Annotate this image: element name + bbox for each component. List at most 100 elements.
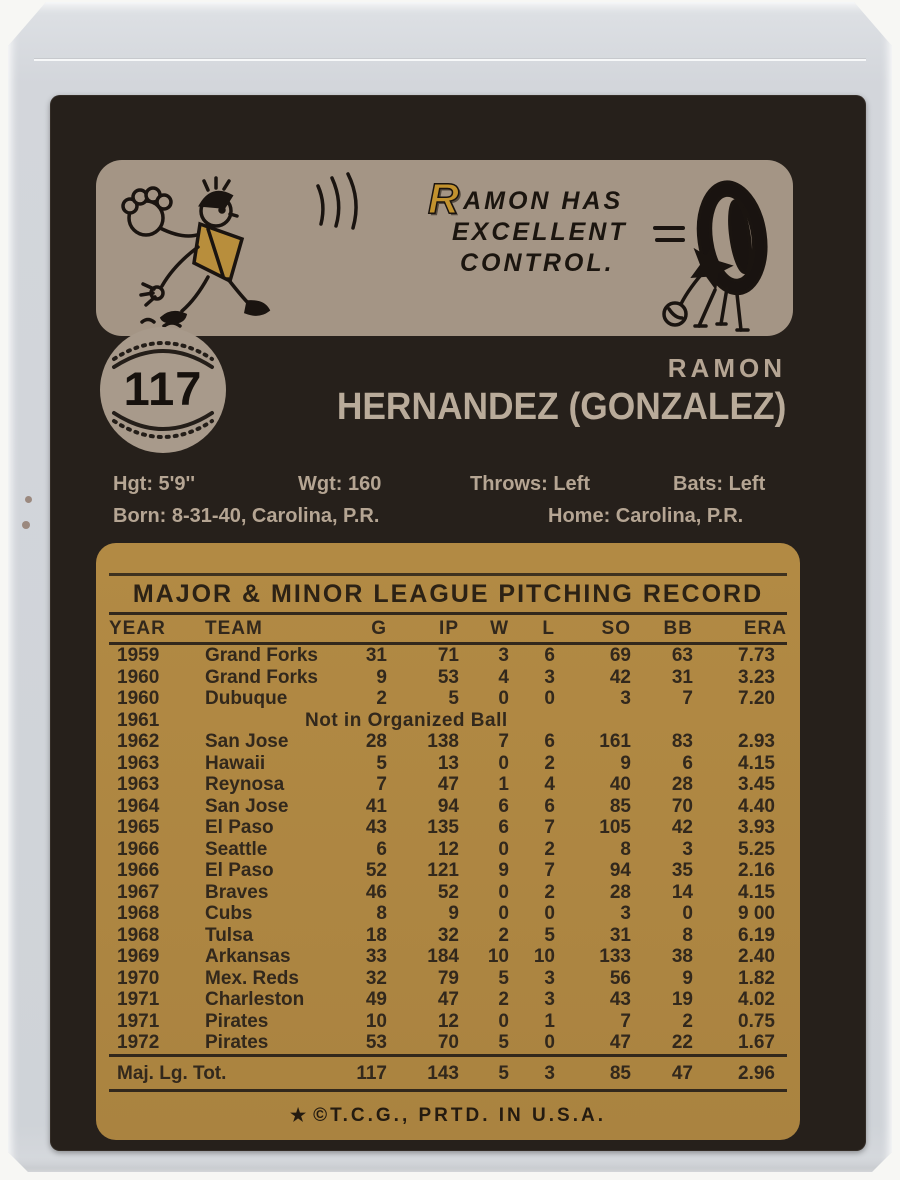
stat-cell: 1963 <box>117 752 160 774</box>
stat-cell: 2 <box>544 838 555 860</box>
stat-cell: 3 <box>620 903 631 924</box>
stat-cell: 3.93 <box>738 817 775 838</box>
player-bio: Hgt: 5'9'' Wgt: 160 Throws: Left Bats: L… <box>50 95 866 1151</box>
stat-cell: Grand Forks <box>205 666 318 688</box>
stat-cell: 4 <box>498 666 509 688</box>
stat-cell: 10 <box>487 946 509 967</box>
stats-panel: MAJOR & MINOR LEAGUE PITCHING RECORD YEA… <box>96 543 800 1140</box>
stat-cell: 79 <box>437 967 459 989</box>
stat-cell: 1959 <box>117 645 160 666</box>
stat-cell: 4.02 <box>738 989 775 1010</box>
bio-wgt: Wgt: 160 <box>298 473 382 495</box>
stat-cell: 1971 <box>117 1010 160 1032</box>
stat-row: 1968 Cubs 8 9 0 0 3 0 9 00 <box>109 903 787 925</box>
stats-col-so: SO <box>555 614 631 644</box>
stat-cell: 1969 <box>117 946 160 967</box>
stat-cell: 40 <box>609 774 631 795</box>
stat-cell: 5 <box>498 967 509 989</box>
stat-cell: 2 <box>682 1010 693 1032</box>
stat-cell: 41 <box>365 795 387 817</box>
stat-cell: 7 <box>620 1010 631 1032</box>
player-last-name: HERNANDEZ (GONZALEZ) <box>336 386 786 428</box>
stat-cell: 105 <box>599 817 631 838</box>
stat-cell: 94 <box>609 860 631 881</box>
stat-cell: 7.20 <box>738 688 775 709</box>
stat-cell: 53 <box>437 666 459 688</box>
stat-cell: 47 <box>609 1032 631 1053</box>
stat-cell: 0 <box>498 1010 509 1032</box>
trading-card: R AMON HAS EXCELLENT CONTROL. <box>50 95 866 1151</box>
stat-cell: 184 <box>427 946 459 967</box>
stat-cell: El Paso <box>205 860 274 881</box>
stat-row: 1965 El Paso 43 135 6 7 105 42 3.93 <box>109 817 787 839</box>
stat-cell: 3 <box>620 688 631 709</box>
total-cell: 47 <box>631 1055 693 1091</box>
stat-cell: 28 <box>609 881 631 903</box>
card-number-baseball: 117 <box>100 327 226 453</box>
stat-cell: 46 <box>365 881 387 903</box>
stat-cell: 63 <box>671 645 693 666</box>
stat-row: 1966 El Paso 52 121 9 7 94 35 2.16 <box>109 860 787 882</box>
stat-cell: 4.15 <box>738 881 775 903</box>
stat-cell: 1.82 <box>738 967 775 989</box>
stat-cell: 19 <box>671 989 693 1010</box>
stat-cell: 6 <box>376 838 387 860</box>
stat-cell: 3 <box>682 838 693 860</box>
stat-cell: San Jose <box>205 795 289 817</box>
stat-cell: Pirates <box>205 1032 269 1053</box>
stat-cell: 0 <box>544 688 555 709</box>
card-sleeve: R AMON HAS EXCELLENT CONTROL. <box>8 2 892 1172</box>
stat-row: 1963 Hawaii 5 13 0 2 9 6 4.15 <box>109 753 787 775</box>
stat-note-row: 1961 Not in Organized Ball <box>109 710 787 732</box>
stat-cell: 0 <box>544 903 555 924</box>
stat-cell: 31 <box>609 924 631 946</box>
stat-cell: 1972 <box>117 1032 160 1053</box>
stat-row: 1960 Dubuque 2 5 0 0 3 7 7.20 <box>109 688 787 710</box>
stat-cell: 5 <box>448 688 459 709</box>
sleeve-spot <box>22 521 30 529</box>
stat-cell: 1 <box>498 774 509 795</box>
stat-cell: Pirates <box>205 1010 269 1032</box>
stat-cell: 0 <box>498 881 509 903</box>
stat-row: 1962 San Jose 28 138 7 6 161 83 2.93 <box>109 731 787 753</box>
stat-cell: 3 <box>544 989 555 1010</box>
total-cell: 85 <box>555 1055 631 1091</box>
stat-cell: 1962 <box>117 731 160 752</box>
stat-cell: 5 <box>544 924 555 946</box>
stat-cell: Braves <box>205 881 269 903</box>
stat-cell: 33 <box>365 946 387 967</box>
stat-cell: Dubuque <box>205 688 288 709</box>
stat-cell: 1971 <box>117 989 160 1010</box>
bio-home: Home: Carolina, P.R. <box>548 505 744 527</box>
stat-cell: 2 <box>498 989 509 1010</box>
stat-cell: 4 <box>544 774 555 795</box>
footer-text: ©T.C.G., PRTD. IN U.S.A. <box>313 1105 607 1126</box>
stat-cell: 8 <box>682 924 693 946</box>
stats-total-row: Maj. Lg. Tot. 117 143 5 3 85 47 2.96 <box>109 1055 787 1091</box>
stat-cell: 0.75 <box>738 1010 775 1032</box>
stat-cell: 9 <box>620 752 631 774</box>
stat-cell: 8 <box>620 838 631 860</box>
stat-cell: Grand Forks <box>205 645 318 666</box>
stats-col-g: G <box>327 614 387 644</box>
stat-cell: 35 <box>671 860 693 881</box>
stat-cell: 2 <box>544 881 555 903</box>
stat-cell: 3.23 <box>738 666 775 688</box>
stat-cell: 6 <box>544 731 555 752</box>
stat-cell: 3 <box>498 645 509 666</box>
stat-cell: 9 00 <box>738 903 775 924</box>
stat-cell: 0 <box>682 903 693 924</box>
stat-cell: 4.40 <box>738 795 775 817</box>
stat-cell: 1970 <box>117 967 160 989</box>
stat-cell: 135 <box>427 817 459 838</box>
stat-cell: Arkansas <box>205 946 291 967</box>
stat-cell: 13 <box>437 752 459 774</box>
stat-cell: 10 <box>533 946 555 967</box>
stat-cell: 6 <box>544 645 555 666</box>
stat-cell: 121 <box>427 860 459 881</box>
stat-row: 1971 Charleston 49 47 2 3 43 19 4.02 <box>109 989 787 1011</box>
stat-cell: 1968 <box>117 924 160 946</box>
stat-cell: 52 <box>365 860 387 881</box>
stat-cell: 31 <box>365 645 387 666</box>
stat-cell: 161 <box>599 731 631 752</box>
